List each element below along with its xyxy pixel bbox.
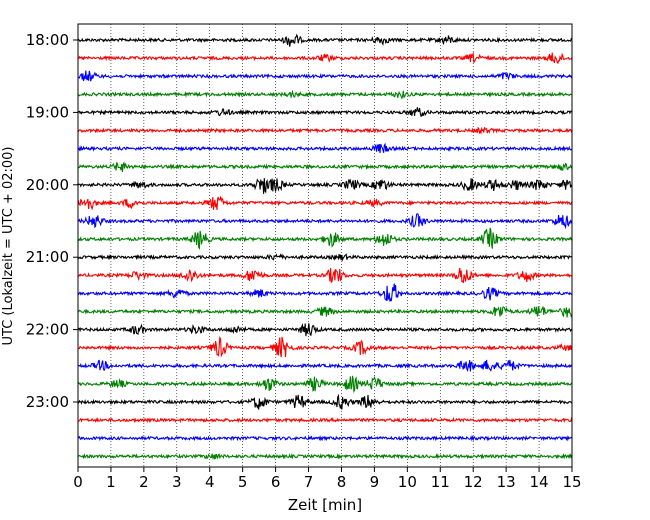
trace-2100 bbox=[77, 253, 573, 262]
trace-2345 bbox=[77, 452, 573, 460]
trace-2015 bbox=[77, 195, 573, 211]
x-tick-label: 14 bbox=[530, 473, 549, 491]
trace-1945 bbox=[77, 161, 572, 172]
trace-2315 bbox=[77, 416, 573, 424]
y-tick-label: 18:00 bbox=[26, 31, 69, 49]
x-tick-label: 8 bbox=[337, 473, 347, 491]
trace-2030 bbox=[77, 213, 573, 230]
x-tick-label: 15 bbox=[562, 473, 581, 491]
trace-2000 bbox=[77, 178, 573, 194]
x-axis: 0 1 2 3 4 5 6 7 8 9 10 11 12 13 14 15 bbox=[73, 467, 582, 491]
x-tick-label: 5 bbox=[238, 473, 248, 491]
x-axis-label: Zeit [min] bbox=[288, 496, 362, 514]
y-tick-label: 21:00 bbox=[26, 248, 69, 266]
seismic-traces bbox=[77, 33, 573, 460]
trace-1815 bbox=[77, 51, 573, 65]
x-tick-label: 6 bbox=[271, 473, 281, 491]
x-tick-label: 1 bbox=[106, 473, 116, 491]
x-tick-label: 0 bbox=[73, 473, 83, 491]
y-axis-label: UTC (Lokalzeit = UTC + 02:00) bbox=[1, 147, 16, 346]
trace-2045 bbox=[77, 227, 573, 250]
x-tick-label: 10 bbox=[398, 473, 417, 491]
trace-1830 bbox=[77, 70, 573, 82]
trace-1915 bbox=[77, 126, 573, 135]
vertical-grid bbox=[110, 24, 540, 467]
x-tick-label: 12 bbox=[464, 473, 483, 491]
x-tick-label: 4 bbox=[205, 473, 215, 491]
trace-2245 bbox=[77, 375, 573, 394]
trace-2230 bbox=[77, 359, 573, 373]
y-tick-label: 23:00 bbox=[26, 393, 69, 411]
x-tick-label: 9 bbox=[370, 473, 380, 491]
trace-2200 bbox=[77, 322, 573, 337]
y-tick-label: 22:00 bbox=[26, 321, 69, 339]
trace-1845 bbox=[77, 89, 573, 100]
x-tick-label: 2 bbox=[139, 473, 149, 491]
trace-2330 bbox=[77, 434, 573, 442]
trace-2300 bbox=[77, 393, 573, 410]
trace-2215 bbox=[77, 335, 573, 358]
x-tick-label: 3 bbox=[172, 473, 182, 491]
trace-1900 bbox=[77, 107, 573, 117]
y-tick-label: 19:00 bbox=[26, 103, 69, 121]
trace-2145 bbox=[78, 305, 572, 318]
y-axis: 18:00 19:00 20:00 21:00 22:00 23:00 bbox=[26, 31, 78, 411]
plot-frame bbox=[77, 23, 573, 468]
trace-1800 bbox=[77, 33, 572, 47]
y-tick-label: 20:00 bbox=[26, 176, 69, 194]
x-tick-label: 7 bbox=[304, 473, 314, 491]
x-tick-label: 11 bbox=[431, 473, 450, 491]
trace-2115 bbox=[77, 267, 573, 284]
trace-1930 bbox=[77, 142, 573, 154]
trace-2130 bbox=[77, 283, 573, 302]
x-tick-label: 13 bbox=[497, 473, 516, 491]
